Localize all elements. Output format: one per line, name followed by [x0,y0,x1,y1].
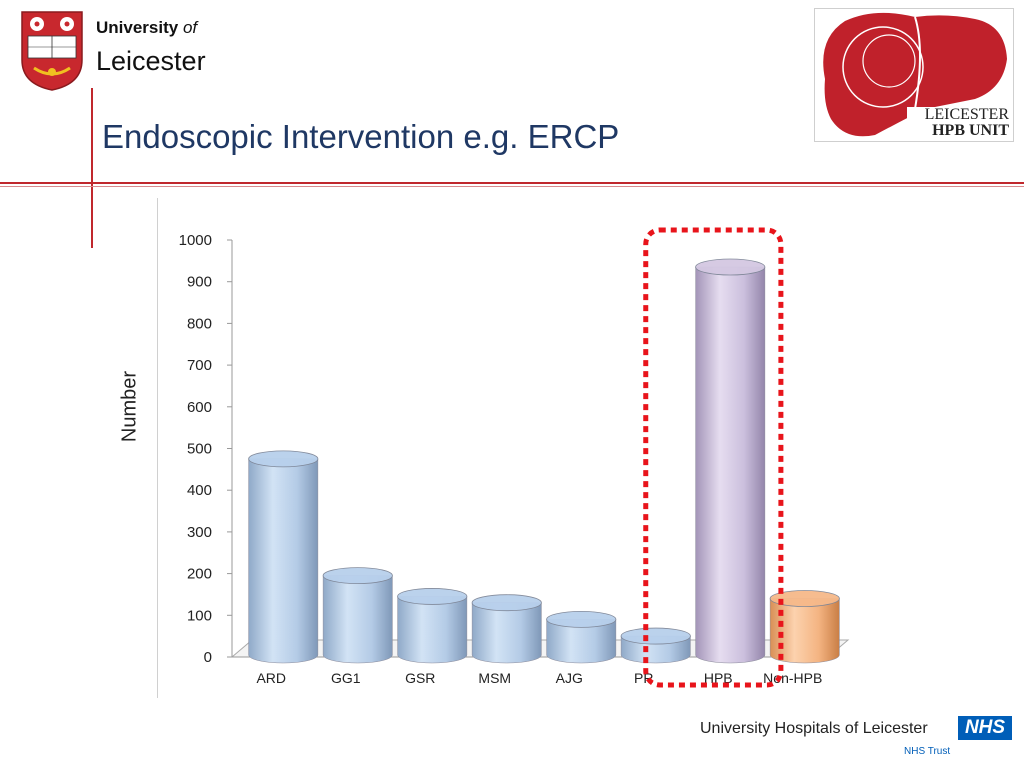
x-tick-label: ARD [256,670,286,686]
bar-body [769,598,840,664]
bar-top [546,610,617,628]
city-name: Leicester [96,46,206,76]
bar-gg1 [322,567,393,664]
x-tick-label: GG1 [331,670,361,686]
y-tick-label: 400 [187,482,212,499]
hospital-name: University Hospitals of Leicester [700,720,928,737]
hpb-unit-logo: LEICESTER HPB UNIT [814,8,1014,142]
y-tick-label: 200 [187,566,212,583]
bar-ajg [546,610,617,664]
bar-gsr [397,588,468,664]
x-tick-label: AJG [556,670,583,686]
bar-non-hpb [769,590,840,664]
highlight-box [643,227,784,688]
bar-pr [620,627,691,664]
bar-top [248,450,319,468]
bar-top [471,594,542,612]
header-divider-thin [0,186,1024,187]
y-tick-label: 1000 [179,232,212,249]
bar-top [695,258,766,276]
y-tick-label: 800 [187,315,212,332]
bar-body [248,458,319,664]
nhs-badge: NHS [958,716,1012,740]
bar-top [397,588,468,605]
y-tick-label: 100 [187,607,212,624]
bar-body [695,266,766,664]
bar-msm [471,594,542,664]
y-tick-label: 900 [187,274,212,291]
y-tick-label: 600 [187,399,212,416]
university-crest-icon [21,11,83,91]
x-tick-label: HPB [704,670,733,686]
of-word: of [182,18,198,37]
y-tick-label: 700 [187,357,212,374]
bar-body [546,619,617,664]
logo-line2: HPB UNIT [932,122,1009,139]
y-axis-label: Number [118,370,141,443]
university-name: University of [96,18,197,38]
x-tick-label: MSM [478,670,511,686]
bar-body [471,602,542,664]
y-tick-label: 300 [187,524,212,541]
slide-title: Endoscopic Intervention e.g. ERCP [102,118,620,155]
bar-hpb [695,258,766,664]
y-tick-label: 0 [204,649,212,666]
bar-top [620,627,691,645]
bar-ard [248,450,319,664]
bar-chart: 0 100 200 300 400 500 600 700 800 900 1000 ARD GG1 GS… [179,227,850,688]
chart-frame-line [157,198,158,698]
bar-top [322,567,393,585]
bar-top [769,590,840,607]
x-tick-label: GSR [405,670,435,686]
liver-icon [823,12,1013,141]
vertical-divider [91,88,93,248]
logo-line1: LEICESTER [924,106,1009,123]
bar-body [322,575,393,664]
y-tick-label: 500 [187,441,212,458]
bar-body [397,596,468,664]
header-divider [0,182,1024,184]
university-word: University [96,18,179,37]
nhs-trust-label: NHS Trust [904,746,951,757]
